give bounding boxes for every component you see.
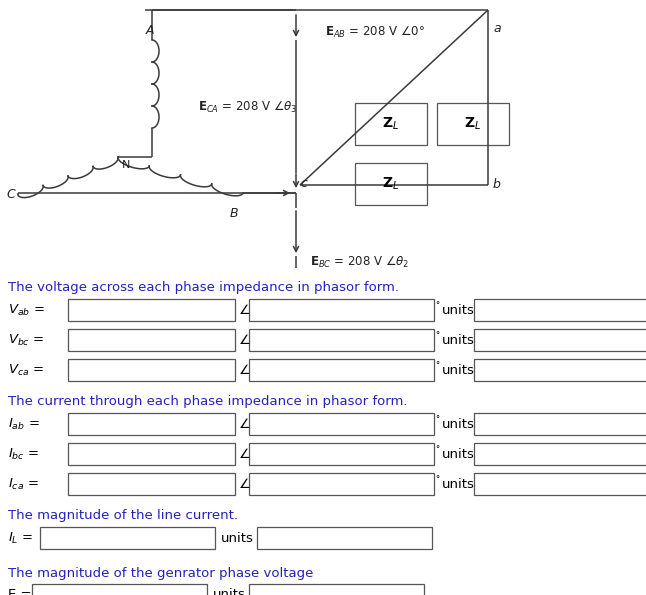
Text: E =: E = <box>8 588 32 595</box>
Bar <box>68 413 235 435</box>
Bar <box>68 299 235 321</box>
Bar <box>68 359 235 381</box>
Text: A: A <box>146 24 154 37</box>
Bar <box>249 299 434 321</box>
Text: b: b <box>493 178 501 192</box>
Text: $V_{ca}$ =: $V_{ca}$ = <box>8 362 44 378</box>
Bar <box>249 584 424 595</box>
Text: The magnitude of the line current.: The magnitude of the line current. <box>8 509 238 522</box>
Bar <box>249 359 434 381</box>
Bar <box>355 103 427 145</box>
Text: units: units <box>442 478 475 490</box>
Bar <box>40 527 215 549</box>
Text: $\mathbf{Z}_L$: $\mathbf{Z}_L$ <box>464 116 481 132</box>
Text: °: ° <box>435 475 439 484</box>
Text: a: a <box>493 22 501 35</box>
Bar <box>474 359 646 381</box>
Text: $\mathbf{E}_{AB}$ = 208 V $\angle$0°: $\mathbf{E}_{AB}$ = 208 V $\angle$0° <box>325 25 425 40</box>
Bar <box>249 413 434 435</box>
Bar <box>249 443 434 465</box>
Text: $\mathbf{E}_{CA}$ = 208 V $\angle\theta_3$: $\mathbf{E}_{CA}$ = 208 V $\angle\theta_… <box>198 99 297 115</box>
Text: units: units <box>442 303 475 317</box>
Text: $V_{ab}$ =: $V_{ab}$ = <box>8 302 45 318</box>
Bar <box>68 443 235 465</box>
Text: units: units <box>442 447 475 461</box>
Text: $\angle$: $\angle$ <box>238 363 251 377</box>
Text: °: ° <box>435 302 439 311</box>
Text: $\angle$: $\angle$ <box>238 447 251 461</box>
Text: $\angle$: $\angle$ <box>238 333 251 347</box>
Bar <box>474 329 646 351</box>
Bar <box>355 163 427 205</box>
Text: $\angle$: $\angle$ <box>238 303 251 317</box>
Text: °: ° <box>435 362 439 371</box>
Text: $V_{bc}$ =: $V_{bc}$ = <box>8 333 44 347</box>
Text: The magnitude of the genrator phase voltage: The magnitude of the genrator phase volt… <box>8 566 313 580</box>
Bar <box>437 103 509 145</box>
Text: c: c <box>300 177 307 190</box>
Bar <box>249 329 434 351</box>
Text: $\mathbf{E}_{BC}$ = 208 V $\angle\theta_2$: $\mathbf{E}_{BC}$ = 208 V $\angle\theta_… <box>310 255 410 270</box>
Text: units: units <box>442 364 475 377</box>
Text: units: units <box>442 418 475 431</box>
Text: $I_{bc}$ =: $I_{bc}$ = <box>8 446 39 462</box>
Bar <box>257 527 432 549</box>
Text: °: ° <box>435 415 439 424</box>
Bar <box>249 473 434 495</box>
Text: °: ° <box>435 331 439 340</box>
Text: B: B <box>229 207 238 220</box>
Text: The current through each phase impedance in phasor form.: The current through each phase impedance… <box>8 396 408 409</box>
Bar <box>474 473 646 495</box>
Text: C: C <box>6 189 15 202</box>
Text: $\mathbf{Z}_L$: $\mathbf{Z}_L$ <box>382 116 399 132</box>
Text: units: units <box>442 334 475 346</box>
Bar <box>474 299 646 321</box>
Text: N: N <box>122 160 130 170</box>
Text: units: units <box>221 531 254 544</box>
Text: $\angle$: $\angle$ <box>238 477 251 491</box>
Bar <box>474 443 646 465</box>
Text: $\angle$: $\angle$ <box>238 417 251 431</box>
Bar <box>68 473 235 495</box>
Bar <box>68 329 235 351</box>
Text: units: units <box>213 588 246 595</box>
Bar <box>32 584 207 595</box>
Bar <box>474 413 646 435</box>
Text: °: ° <box>435 446 439 455</box>
Text: $\mathbf{Z}_L$: $\mathbf{Z}_L$ <box>382 176 399 192</box>
Text: $I_{ca}$ =: $I_{ca}$ = <box>8 477 39 491</box>
Text: The voltage across each phase impedance in phasor form.: The voltage across each phase impedance … <box>8 281 399 295</box>
Text: $I_L$ =: $I_L$ = <box>8 531 33 546</box>
Text: $I_{ab}$ =: $I_{ab}$ = <box>8 416 39 431</box>
